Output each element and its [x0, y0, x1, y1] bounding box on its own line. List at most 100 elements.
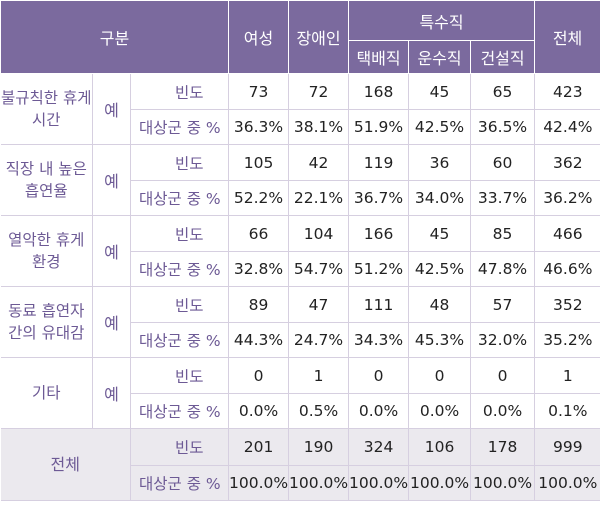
cell-freq: 362: [534, 144, 600, 181]
cell-freq: 66: [228, 215, 289, 252]
cell-pct: 36.5%: [470, 109, 535, 145]
cell-pct: 100.0%: [470, 465, 535, 501]
cell-pct: 24.7%: [288, 322, 349, 358]
cell-pct: 51.2%: [348, 251, 409, 287]
header-special-group: 특수직: [348, 0, 536, 41]
cell-pct: 0.0%: [470, 393, 535, 429]
table-row: 대상군 중 % 32.8% 54.7% 51.2% 42.5% 47.8% 46.6%: [1, 251, 600, 287]
table-row: 기타 예 빈도 0 1 0 0 0 1: [0, 357, 600, 429]
cell-pct: 46.6%: [534, 251, 600, 287]
cell-pct: 45.3%: [408, 322, 471, 358]
cell-freq: 111: [348, 286, 409, 323]
cell-pct: 0.1%: [534, 393, 600, 429]
cell-freq: 0: [470, 357, 535, 394]
header-category: 구분: [0, 0, 230, 74]
cell-freq: 324: [348, 428, 409, 466]
measure-pct-label: 대상군 중 %: [129, 180, 229, 216]
table-row: 열악한 휴게 환경 예 빈도 66 104 166 45 85 466: [0, 215, 600, 287]
cell-freq: 423: [534, 73, 600, 110]
cell-pct: 54.7%: [288, 251, 349, 287]
measure-freq-label: 빈도: [129, 73, 229, 110]
cell-freq: 166: [348, 215, 409, 252]
measure-freq-label: 빈도: [129, 357, 229, 394]
row-answer: 예: [92, 357, 131, 429]
cell-freq: 72: [288, 73, 349, 110]
row-label: 직장 내 높은 흡연율: [0, 144, 93, 216]
row-label: 불규칙한 휴게 시간: [0, 73, 93, 145]
measure-freq-label: 빈도: [129, 428, 229, 466]
cell-pct: 52.2%: [228, 180, 289, 216]
cell-pct: 100.0%: [408, 465, 471, 501]
cell-pct: 36.3%: [228, 109, 289, 145]
cell-pct: 33.7%: [470, 180, 535, 216]
cell-freq: 73: [228, 73, 289, 110]
table-row: 동료 흡연자 간의 유대감 예 빈도 89 47 111 48 57 352: [0, 286, 600, 358]
cell-pct: 32.8%: [228, 251, 289, 287]
header-delivery: 택배직: [348, 40, 410, 74]
cell-freq: 1: [288, 357, 349, 394]
cell-freq: 42: [288, 144, 349, 181]
cell-freq: 168: [348, 73, 409, 110]
row-answer: 예: [92, 286, 131, 358]
cell-freq: 65: [470, 73, 535, 110]
row-label: 기타: [0, 357, 93, 429]
total-row: 전체 빈도 201 190 324 106 178 999: [0, 428, 600, 501]
cell-pct: 0.5%: [288, 393, 349, 429]
cell-freq: 45: [408, 215, 471, 252]
total-row: 대상군 중 % 100.0% 100.0% 100.0% 100.0% 100.0% 100…: [1, 465, 600, 501]
cell-freq: 85: [470, 215, 535, 252]
cell-freq: 106: [408, 428, 471, 466]
table-row: 대상군 중 % 52.2% 22.1% 36.7% 34.0% 33.7% 36.2%: [1, 180, 600, 216]
cell-freq: 48: [408, 286, 471, 323]
measure-pct-label: 대상군 중 %: [129, 322, 229, 358]
measure-pct-label: 대상군 중 %: [129, 393, 229, 429]
cell-pct: 100.0%: [228, 465, 289, 501]
cell-freq: 105: [228, 144, 289, 181]
cell-freq: 201: [228, 428, 289, 466]
header-transport: 운수직: [408, 40, 472, 74]
cell-pct: 0.0%: [348, 393, 409, 429]
row-answer: 예: [92, 215, 131, 287]
cell-pct: 0.0%: [408, 393, 471, 429]
cell-freq: 119: [348, 144, 409, 181]
cell-pct: 38.1%: [288, 109, 349, 145]
cell-freq: 0: [408, 357, 471, 394]
table-row: 불규칙한 휴게 시간 예 빈도 73 72 168 45 65 423: [0, 73, 600, 145]
cell-pct: 42.5%: [408, 109, 471, 145]
cell-pct: 0.0%: [228, 393, 289, 429]
cell-pct: 36.2%: [534, 180, 600, 216]
header-total: 전체: [534, 0, 600, 74]
cell-freq: 45: [408, 73, 471, 110]
cell-pct: 100.0%: [534, 465, 600, 501]
cell-freq: 104: [288, 215, 349, 252]
cell-freq: 60: [470, 144, 535, 181]
cell-pct: 47.8%: [470, 251, 535, 287]
cell-freq: 999: [534, 428, 600, 466]
cell-freq: 47: [288, 286, 349, 323]
table-row: 대상군 중 % 0.0% 0.5% 0.0% 0.0% 0.0% 0.1%: [1, 393, 600, 429]
measure-pct-label: 대상군 중 %: [129, 465, 229, 501]
header-construction: 건설직: [470, 40, 536, 74]
row-label: 열악한 휴게 환경: [0, 215, 93, 287]
cell-freq: 466: [534, 215, 600, 252]
measure-freq-label: 빈도: [129, 144, 229, 181]
cell-freq: 352: [534, 286, 600, 323]
table-row: 대상군 중 % 44.3% 24.7% 34.3% 45.3% 32.0% 35.2%: [1, 322, 600, 358]
cell-pct: 42.4%: [534, 109, 600, 145]
cell-freq: 57: [470, 286, 535, 323]
table-row: 직장 내 높은 흡연율 예 빈도 105 42 119 36 60 362: [0, 144, 600, 216]
measure-pct-label: 대상군 중 %: [129, 109, 229, 145]
row-label: 동료 흡연자 간의 유대감: [0, 286, 93, 358]
cell-pct: 100.0%: [348, 465, 409, 501]
cell-pct: 34.0%: [408, 180, 471, 216]
cell-pct: 36.7%: [348, 180, 409, 216]
cell-pct: 34.3%: [348, 322, 409, 358]
cell-pct: 44.3%: [228, 322, 289, 358]
cell-freq: 89: [228, 286, 289, 323]
cell-freq: 190: [288, 428, 349, 466]
cell-freq: 1: [534, 357, 600, 394]
cell-freq: 178: [470, 428, 535, 466]
cell-freq: 0: [348, 357, 409, 394]
measure-pct-label: 대상군 중 %: [129, 251, 229, 287]
